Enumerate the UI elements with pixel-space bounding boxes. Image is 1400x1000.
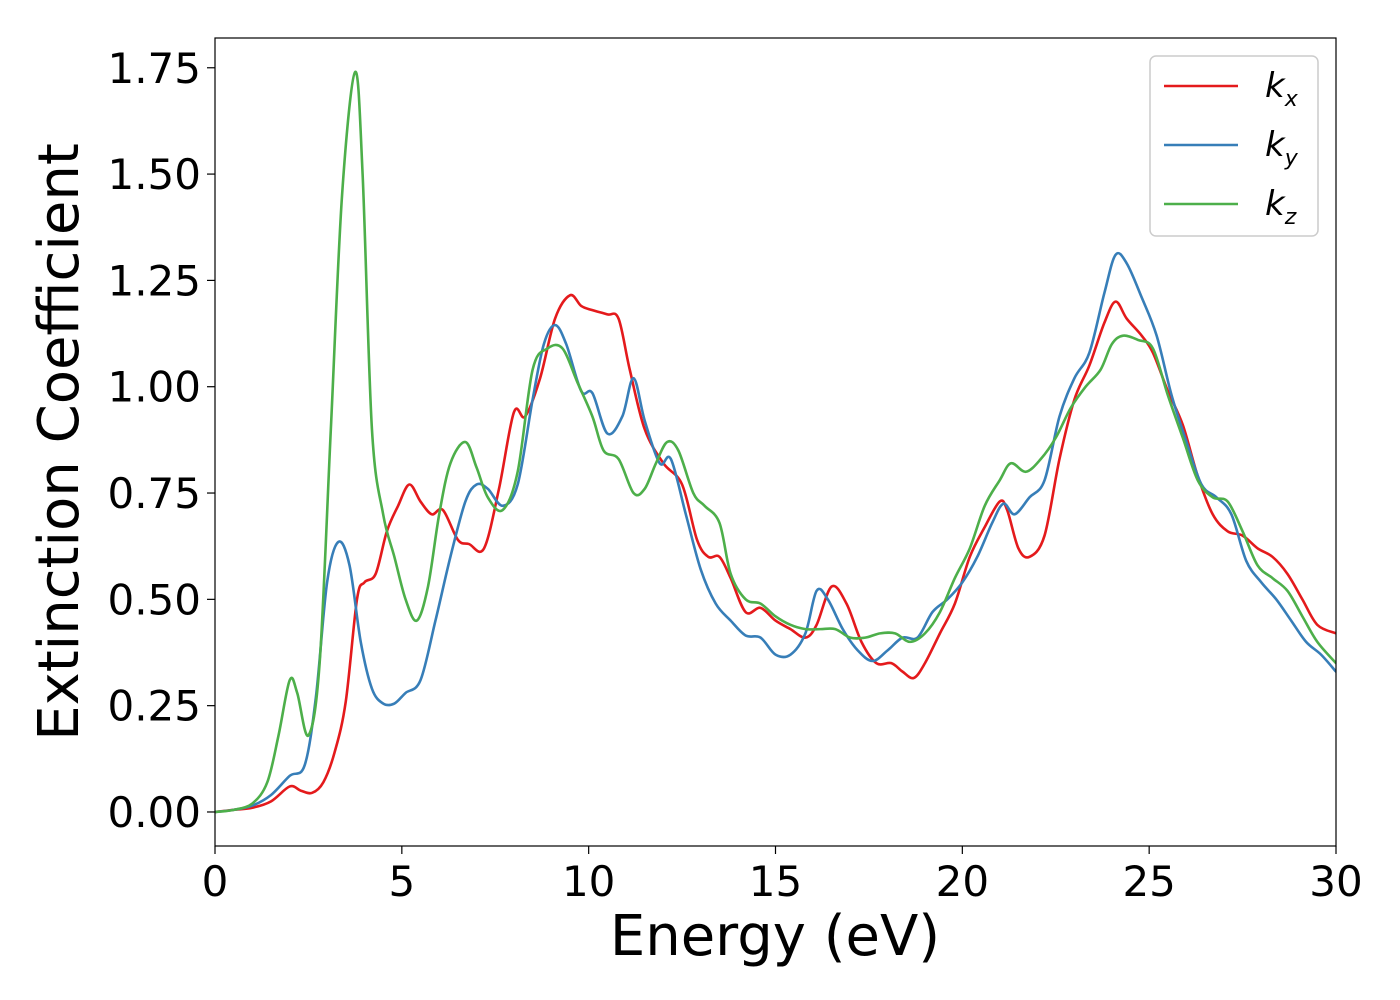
x-tick-label: 5 [388,857,415,906]
y-axis-title: Extinction Coefficient [27,143,92,741]
series-line-z [215,70,1336,814]
x-tick-label: 20 [936,857,989,906]
x-tick-label: 10 [562,857,615,906]
y-tick-label: 0.75 [107,469,201,518]
y-tick-label: 1.00 [107,363,201,412]
series-line-x [215,293,1336,814]
y-tick-label: 1.75 [107,44,201,93]
legend: kx ky kz [1149,55,1319,237]
x-tick-label: 0 [202,857,229,906]
y-tick-label: 0.50 [107,575,201,624]
series-lines [215,70,1336,814]
x-tick-label: 15 [749,857,802,906]
y-tick-label: 0.00 [107,788,201,837]
y-tick-label: 0.25 [107,682,201,731]
x-axis-title: Energy (eV) [610,904,940,969]
legend-label-x: kx [1265,66,1299,112]
legend-label-z: kz [1265,184,1297,230]
series-line-y [215,251,1336,814]
y-tick-label: 1.50 [107,150,201,199]
y-tick-label: 1.25 [107,256,201,305]
x-tick-label: 25 [1122,857,1175,906]
y-axis: 0.00 0.25 0.50 0.75 1.00 1.25 1.50 1.75 [107,44,215,837]
x-axis: 0 5 10 15 20 25 30 [202,846,1363,906]
legend-label-y: ky [1265,125,1299,171]
x-tick-label: 30 [1309,857,1362,906]
